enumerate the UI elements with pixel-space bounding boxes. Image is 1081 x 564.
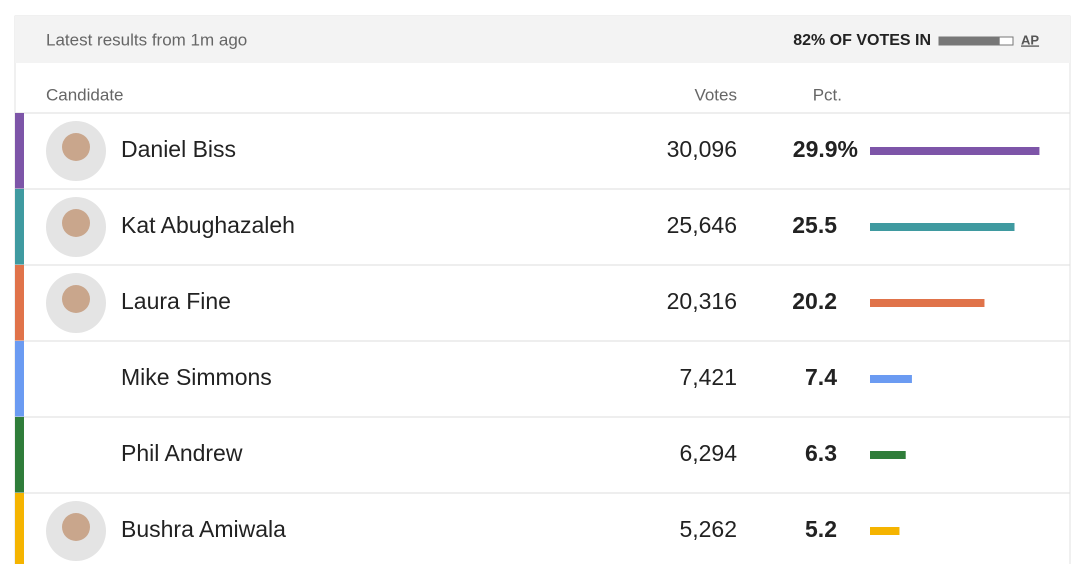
- column-header: Candidate: [46, 85, 124, 104]
- photo-face: [62, 285, 90, 313]
- pct-bar: [870, 527, 900, 535]
- vote-count: 5,262: [679, 516, 737, 542]
- header-title: Latest results from 1m ago: [46, 30, 247, 49]
- reporting-fill: [939, 37, 1000, 45]
- vote-count: 30,096: [667, 136, 737, 162]
- vote-count: 20,316: [667, 288, 737, 314]
- vote-pct: 20.2: [792, 288, 837, 314]
- pct-bar: [870, 299, 985, 307]
- candidate-name: Kat Abughazaleh: [121, 212, 295, 238]
- photo-face: [62, 209, 90, 237]
- party-stripe: [15, 265, 24, 341]
- column-header: Votes: [694, 85, 737, 104]
- header-band: [15, 16, 1070, 63]
- party-stripe: [15, 493, 24, 564]
- photo-face: [62, 133, 90, 161]
- pct-bar: [870, 147, 1040, 155]
- vote-count: 7,421: [679, 364, 737, 390]
- photo-face: [62, 513, 90, 541]
- candidate-name: Phil Andrew: [121, 440, 243, 466]
- candidate-name: Mike Simmons: [121, 364, 272, 390]
- party-stripe: [15, 189, 24, 265]
- candidate-name: Bushra Amiwala: [121, 516, 286, 542]
- pct-bar: [870, 375, 912, 383]
- pct-bar: [870, 451, 906, 459]
- widget-frame: [14, 15, 1071, 564]
- party-stripe: [15, 341, 24, 417]
- pct-bar: [870, 223, 1015, 231]
- vote-count: 25,646: [667, 212, 737, 238]
- vote-count: 6,294: [679, 440, 737, 466]
- vote-pct: 5.2: [805, 516, 837, 542]
- candidate-name: Laura Fine: [121, 288, 231, 314]
- vote-pct: 29.9%: [793, 136, 858, 162]
- source-link[interactable]: AP: [1021, 32, 1039, 47]
- vote-pct: 25.5: [792, 212, 837, 238]
- vote-pct: 6.3: [805, 440, 837, 466]
- candidate-name: Daniel Biss: [121, 136, 236, 162]
- party-stripe: [15, 417, 24, 493]
- column-header: Pct.: [813, 85, 842, 104]
- vote-pct: 7.4: [805, 364, 837, 390]
- party-stripe: [15, 113, 24, 189]
- reporting-label: 82% OF VOTES IN: [793, 32, 931, 49]
